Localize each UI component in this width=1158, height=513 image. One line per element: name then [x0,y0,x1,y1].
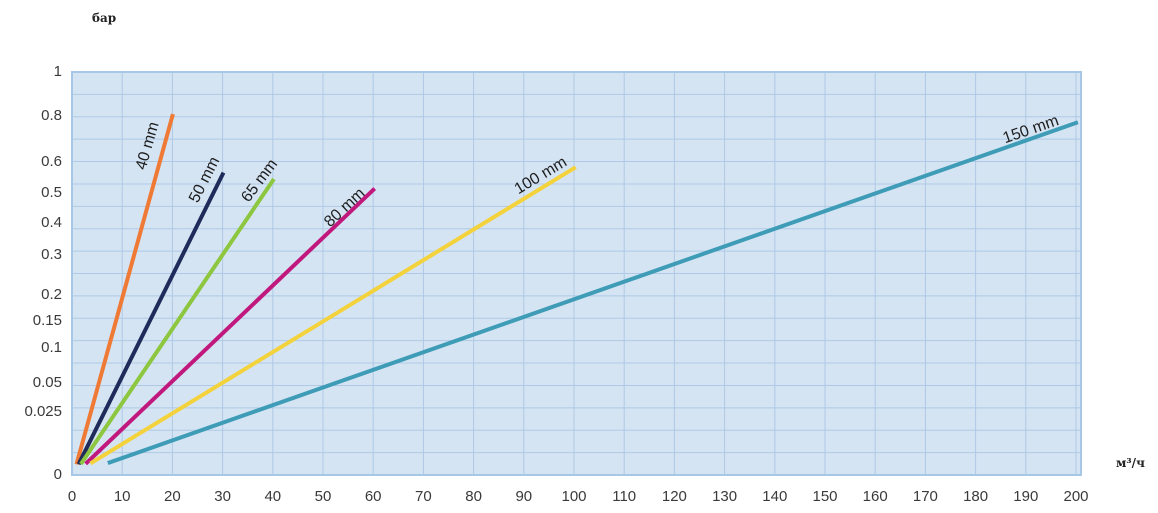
x-tick-label: 0 [68,488,76,505]
plot-border [71,71,1082,476]
x-tick-label: 20 [164,488,181,505]
x-axis-label: м³/ч [1116,456,1145,470]
x-tick-label: 30 [214,488,231,505]
x-tick-label: 10 [114,488,131,505]
series-line [74,113,175,465]
x-tick-label: 50 [315,488,332,505]
x-tick-label: 140 [762,488,787,505]
series-line [84,187,377,466]
x-tick-label: 200 [1063,488,1088,505]
x-tick-label: 40 [264,488,281,505]
y-tick-label: 0.4 [41,214,62,231]
x-tick-label: 190 [1013,488,1038,505]
x-tick-label: 80 [465,488,482,505]
x-tick-label: 120 [662,488,687,505]
series-line [89,165,577,466]
y-tick-label: 0 [54,466,62,483]
y-tick-label: 0.5 [41,184,62,201]
y-tick-label: 0.15 [33,312,62,329]
x-tick-label: 180 [963,488,988,505]
x-axis-ticks: 0 10 20 30 40 50 60 70 80 90 100 110 120 130 140 150 160… [68,488,1089,505]
series-line [76,171,226,466]
y-tick-label: 0.6 [41,153,62,170]
y-axis-ticks: 1 0.8 0.6 0.5 0.4 0.3 0.2 0.15 0.1 0.05 0.025 0 [24,63,62,483]
y-tick-label: 0.2 [41,286,62,303]
x-tick-label: 70 [415,488,432,505]
series-line [79,177,276,466]
x-tick-label: 100 [561,488,586,505]
y-tick-label: 1 [54,63,62,80]
y-axis-label: бар [92,11,116,25]
x-tick-label: 60 [365,488,382,505]
x-tick-label: 130 [712,488,737,505]
x-tick-label: 150 [812,488,837,505]
y-tick-label: 0.3 [41,246,62,263]
x-tick-label: 160 [863,488,888,505]
y-tick-label: 0.05 [33,374,62,391]
x-tick-label: 110 [612,488,636,505]
x-tick-label: 170 [913,488,938,505]
series-lines [74,113,1079,466]
y-tick-label: 0.1 [41,339,62,356]
y-tick-label: 0.025 [24,403,62,420]
grid [71,72,1081,475]
x-tick-label: 90 [515,488,532,505]
y-tick-label: 0.8 [41,107,62,124]
series-line [107,120,1079,465]
